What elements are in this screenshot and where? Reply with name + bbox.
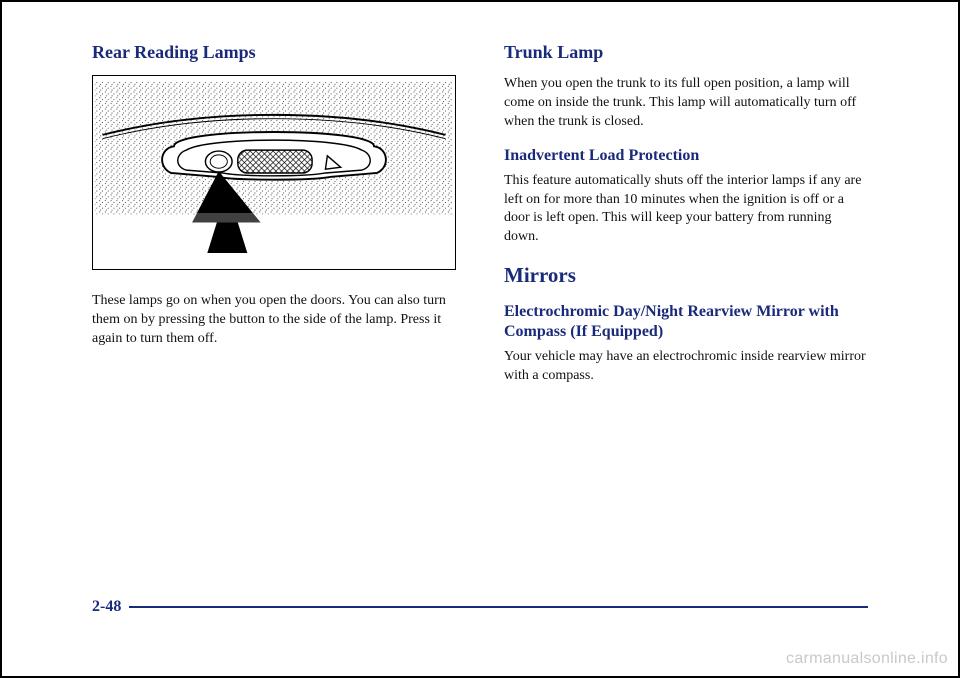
- manual-page: Rear Reading Lamps: [0, 0, 960, 678]
- page-number-bar: 2-48: [92, 598, 868, 616]
- page-number: 2-48: [92, 598, 121, 616]
- illustration-rear-reading-lamps: [92, 75, 456, 270]
- page-rule: [129, 606, 868, 608]
- heading-trunk-lamp: Trunk Lamp: [504, 42, 868, 63]
- body-electrochromic-mirror: Your vehicle may have an electrochromic …: [504, 348, 868, 386]
- left-column: Rear Reading Lamps: [92, 42, 456, 586]
- caption-rear-reading-lamps: These lamps go on when you open the door…: [92, 292, 456, 349]
- right-column: Trunk Lamp When you open the trunk to it…: [504, 42, 868, 586]
- watermark-text: carmanualsonline.info: [786, 650, 948, 668]
- heading-rear-reading-lamps: Rear Reading Lamps: [92, 42, 456, 63]
- heading-inadvertent-load-protection: Inadvertent Load Protection: [504, 146, 868, 166]
- heading-electrochromic-mirror: Electrochromic Day/Night Rearview Mirror…: [504, 302, 868, 342]
- body-inadvertent-load-protection: This feature automatically shuts off the…: [504, 172, 868, 248]
- content-columns: Rear Reading Lamps: [92, 42, 868, 586]
- body-trunk-lamp: When you open the trunk to its full open…: [504, 75, 868, 132]
- heading-mirrors: Mirrors: [504, 263, 868, 288]
- rear-lamp-svg: [93, 76, 455, 269]
